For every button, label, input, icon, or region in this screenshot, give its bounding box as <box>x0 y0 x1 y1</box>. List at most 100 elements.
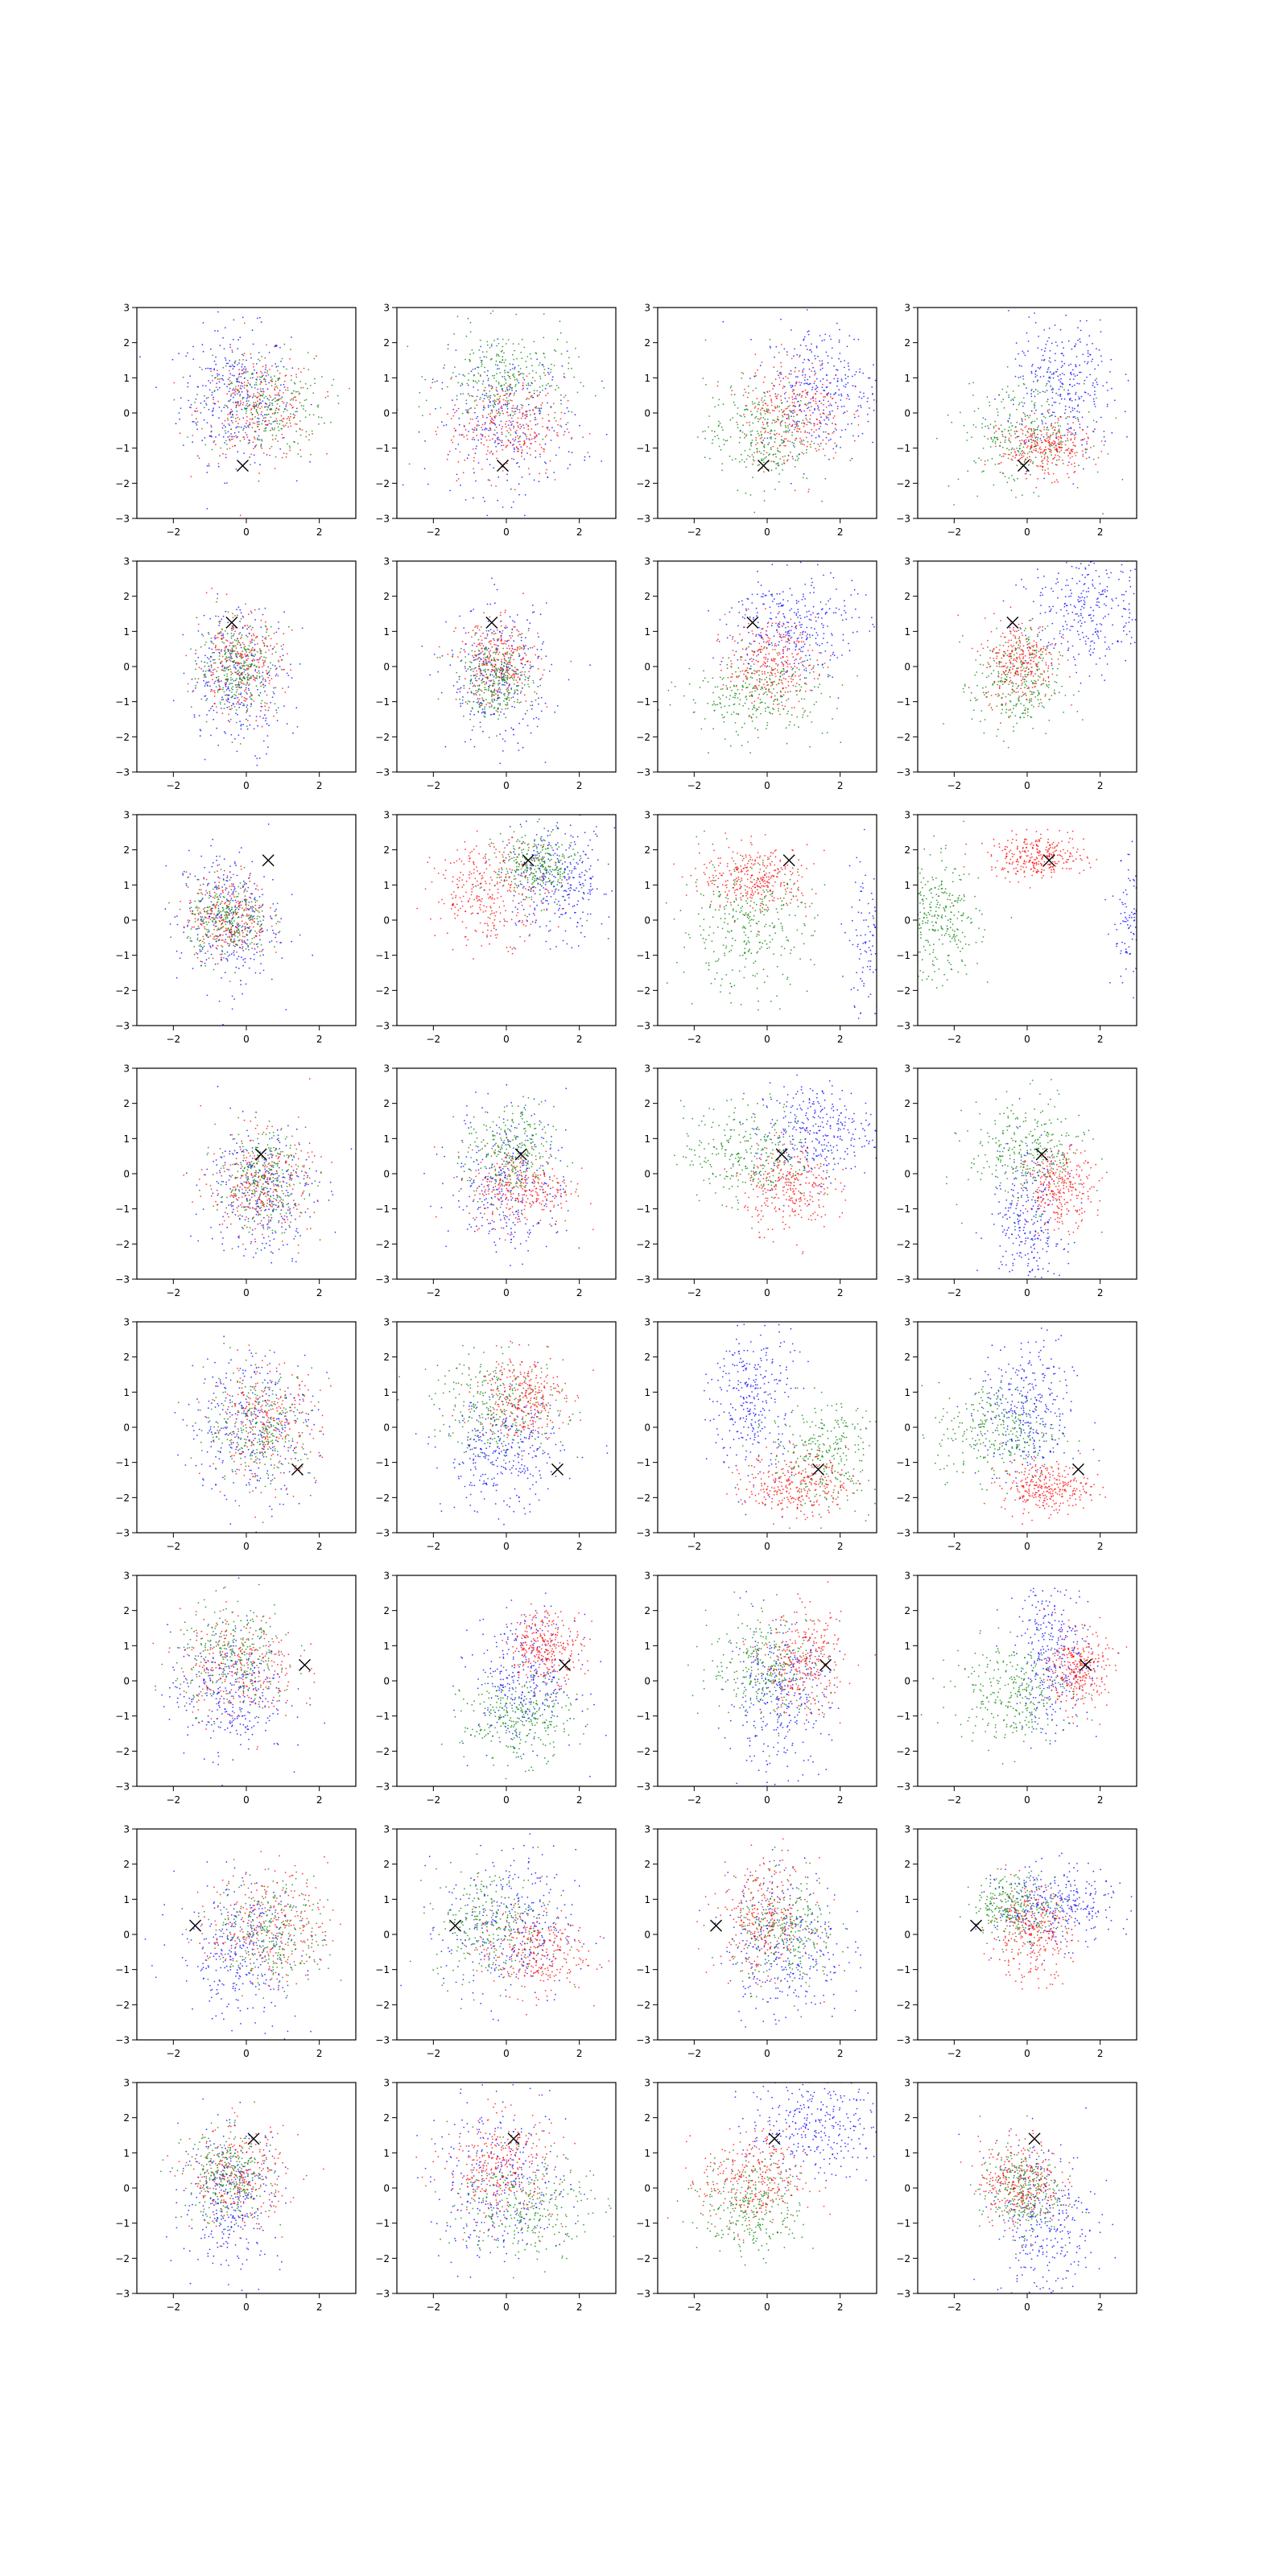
scatter-point <box>540 447 543 448</box>
scatter-point <box>514 436 517 439</box>
scatter-point <box>1006 386 1009 387</box>
scatter-point <box>476 632 477 634</box>
scatter-point <box>844 411 846 414</box>
scatter-point <box>245 603 246 605</box>
scatter-point <box>261 372 263 374</box>
scatter-point <box>1046 371 1049 373</box>
scatter-point <box>478 424 480 427</box>
scatter-point <box>521 372 523 374</box>
scatter-point <box>1092 445 1095 447</box>
scatter-point <box>228 713 230 716</box>
scatter-point <box>481 642 483 645</box>
scatter-point <box>204 670 207 672</box>
scatter-point <box>198 667 200 669</box>
scatter-point <box>211 674 213 676</box>
scatter-point <box>254 659 256 662</box>
scatter-point <box>213 441 215 443</box>
scatter-point <box>255 372 258 374</box>
scatter-point <box>211 394 213 396</box>
scatter-point <box>511 407 514 410</box>
scatter-point <box>246 708 249 710</box>
scatter-point <box>973 410 976 412</box>
scatter-point <box>537 407 539 409</box>
scatter-point <box>276 423 279 424</box>
scatter-point <box>285 406 287 407</box>
scatter-point <box>482 497 485 498</box>
scatter-point <box>982 417 985 419</box>
scatter-point <box>827 393 828 395</box>
scatter-point <box>493 441 496 444</box>
scatter-point <box>477 372 480 374</box>
scatter-point <box>229 689 231 691</box>
scatter-point <box>271 664 274 667</box>
series-red <box>984 408 1103 489</box>
scatter-point <box>326 452 328 455</box>
scatter-point <box>525 361 527 362</box>
scatter-point <box>795 406 797 407</box>
scatter-point <box>418 406 420 408</box>
scatter-point <box>782 456 784 458</box>
x-tick-label: 0 <box>243 780 250 791</box>
series-blue <box>421 577 591 765</box>
scatter-point <box>545 472 547 474</box>
scatter-point <box>274 397 276 399</box>
scatter-point <box>213 368 216 370</box>
x-marker <box>496 460 509 472</box>
scatter-point <box>1049 445 1051 448</box>
scatter-point <box>436 433 438 436</box>
scatter-point <box>274 345 275 348</box>
scatter-point <box>215 386 217 388</box>
scatter-point <box>489 419 492 422</box>
scatter-point <box>812 366 814 369</box>
scatter-point <box>295 407 298 410</box>
scatter-point <box>1057 394 1059 396</box>
scatter-point <box>481 675 484 676</box>
scatter-point <box>501 431 503 433</box>
scatter-point <box>1043 448 1046 451</box>
scatter-point <box>808 349 811 351</box>
scatter-point <box>230 411 233 413</box>
scatter-point <box>308 434 310 436</box>
scatter-point <box>257 724 258 727</box>
scatter-point <box>253 454 255 456</box>
scatter-point <box>210 426 213 428</box>
scatter-point <box>307 387 308 390</box>
scatter-point <box>276 720 279 722</box>
scatter-point <box>1026 430 1029 432</box>
scatter-point <box>237 681 240 683</box>
scatter-point <box>498 424 501 426</box>
scatter-point <box>290 399 291 401</box>
scatter-point <box>1104 440 1106 443</box>
scatter-point <box>778 377 781 379</box>
scatter-point <box>494 395 496 397</box>
scatter-point <box>223 667 225 670</box>
scatter-point <box>544 702 547 704</box>
scatter-point <box>295 480 298 482</box>
scatter-point <box>241 673 243 675</box>
scatter-point <box>796 394 799 396</box>
scatter-point <box>844 374 847 376</box>
scatter-point <box>197 386 200 388</box>
scatter-point <box>502 389 503 390</box>
scatter-point <box>244 678 246 680</box>
scatter-point <box>1055 436 1058 438</box>
scatter-point <box>1093 386 1096 388</box>
scatter-point <box>544 762 547 763</box>
scatter-point <box>289 422 291 424</box>
scatter-point <box>225 667 227 670</box>
scatter-point <box>1046 427 1048 428</box>
scatter-point <box>1071 448 1072 451</box>
scatter-point <box>229 448 231 449</box>
scatter-point <box>847 382 849 384</box>
scatter-point <box>524 514 526 517</box>
scatter-point <box>547 392 549 394</box>
scatter-point <box>539 412 541 415</box>
scatter-point <box>737 489 739 492</box>
scatter-point <box>793 355 795 357</box>
scatter-point <box>514 411 517 412</box>
scatter-point <box>547 371 549 374</box>
scatter-point <box>526 619 528 621</box>
scatter-point <box>543 353 545 355</box>
scatter-point <box>787 416 790 419</box>
scatter-point <box>286 452 288 455</box>
